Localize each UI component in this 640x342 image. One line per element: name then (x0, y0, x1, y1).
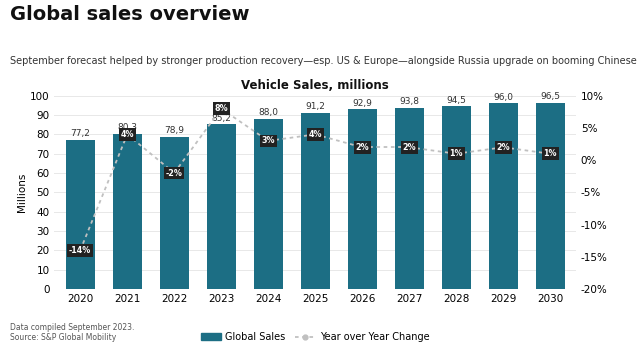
Legend: Global Sales, Year over Year Change: Global Sales, Year over Year Change (197, 328, 433, 342)
Text: 94,5: 94,5 (446, 96, 466, 105)
Text: 1%: 1% (449, 149, 463, 158)
Text: 77,2: 77,2 (70, 129, 90, 138)
Bar (301, 113, 330, 289)
Text: Source: S&P Global Mobility: Source: S&P Global Mobility (10, 333, 116, 342)
Text: -14%: -14% (69, 246, 92, 255)
Text: 96,5: 96,5 (540, 92, 560, 101)
Text: 80,3: 80,3 (117, 123, 137, 132)
Bar (159, 136, 189, 289)
Text: September forecast helped by stronger production recovery—esp. US & Europe—along: September forecast helped by stronger pr… (10, 56, 640, 66)
Bar (253, 119, 283, 289)
Text: 96,0: 96,0 (493, 93, 513, 102)
Text: 2%: 2% (403, 143, 416, 152)
Text: 8%: 8% (214, 104, 228, 113)
Text: 4%: 4% (120, 130, 134, 139)
Bar (348, 109, 377, 289)
Text: 4%: 4% (308, 130, 322, 139)
Text: Data compiled September 2023.: Data compiled September 2023. (10, 323, 134, 332)
Text: 1%: 1% (543, 149, 557, 158)
Y-axis label: Millions: Millions (17, 173, 27, 212)
Bar (536, 103, 564, 289)
Text: 92,9: 92,9 (352, 99, 372, 108)
Text: 78,9: 78,9 (164, 126, 184, 135)
Bar (66, 140, 95, 289)
Bar (113, 134, 142, 289)
Bar (207, 124, 236, 289)
Text: 88,0: 88,0 (258, 108, 278, 117)
Title: Vehicle Sales, millions: Vehicle Sales, millions (241, 79, 389, 92)
Text: 3%: 3% (262, 136, 275, 145)
Bar (488, 104, 518, 289)
Text: 91,2: 91,2 (305, 102, 325, 111)
Text: 93,8: 93,8 (399, 97, 419, 106)
Text: 2%: 2% (355, 143, 369, 152)
Text: 85,2: 85,2 (211, 114, 231, 123)
Text: Global sales overview: Global sales overview (10, 5, 249, 24)
Text: 2%: 2% (497, 143, 510, 152)
Bar (442, 106, 471, 289)
Text: -2%: -2% (166, 169, 182, 177)
Bar (395, 108, 424, 289)
